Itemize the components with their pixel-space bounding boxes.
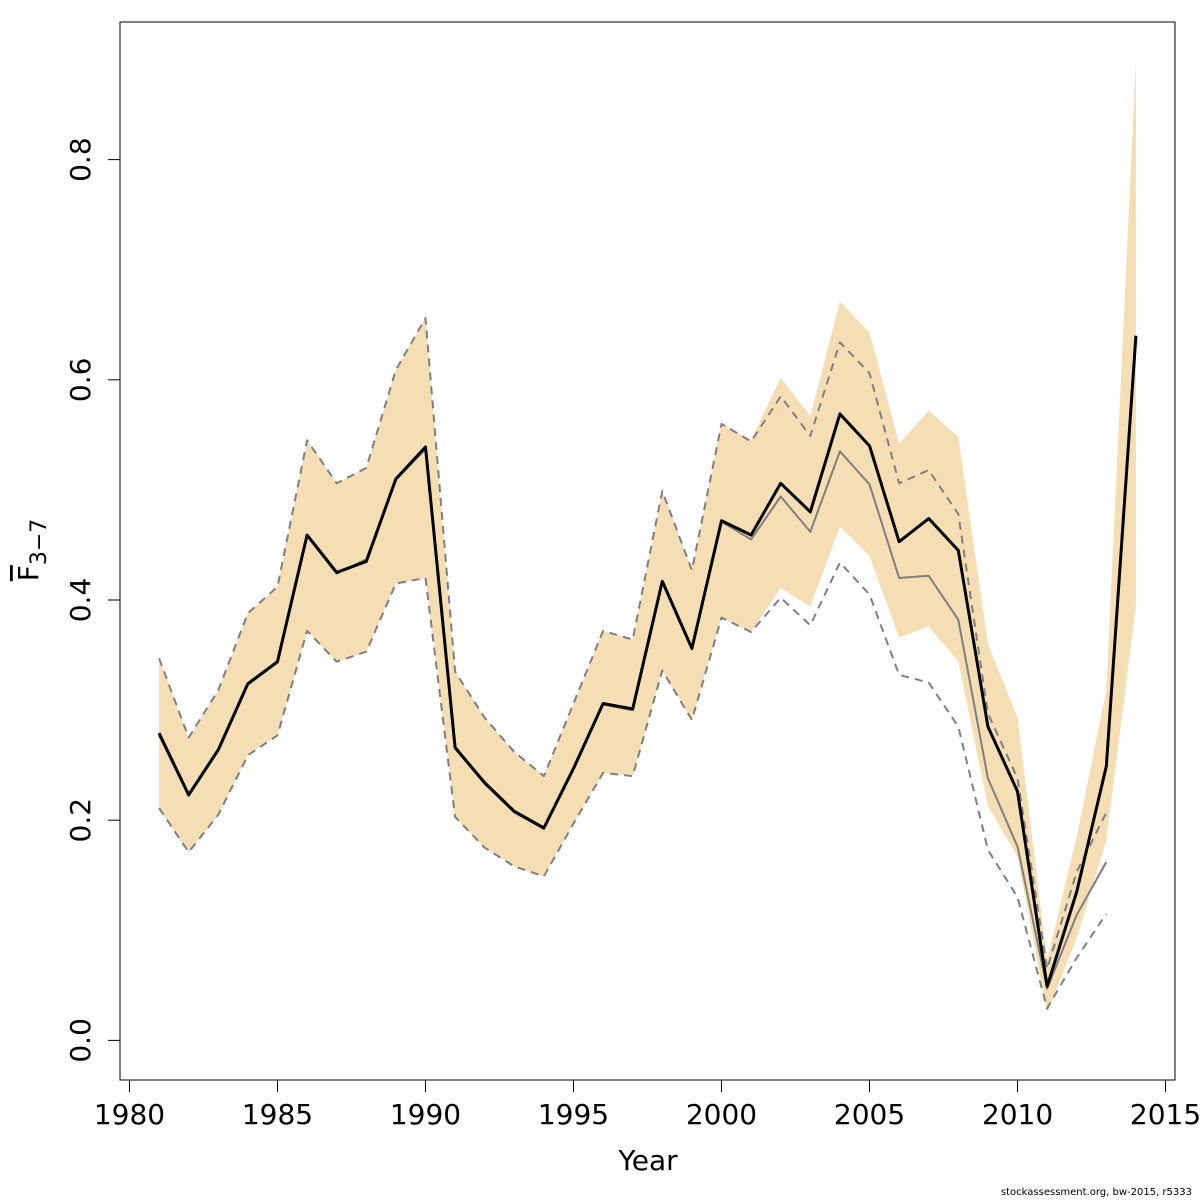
- x-tick-label: 1990: [390, 1098, 461, 1131]
- footer: stockassessment.org, bw-2015, r5333: [1001, 1187, 1192, 1198]
- dashed-line: [158, 561, 1108, 1010]
- y-axis-label-sub: 3−7: [27, 519, 52, 565]
- y-axis-label: F3−7: [12, 519, 52, 582]
- x-tick-label: 1985: [242, 1098, 313, 1131]
- y-tick-label: 0.2: [64, 798, 97, 843]
- x-tick-label: 1995: [538, 1098, 609, 1131]
- x-tick-label: 1980: [94, 1098, 165, 1131]
- x-tick-label: 2005: [834, 1098, 905, 1131]
- x-tick-label: 2015: [1130, 1098, 1200, 1131]
- y-tick-label: 0.6: [64, 358, 97, 403]
- line: [157, 335, 1138, 988]
- x-tick-label: 2000: [686, 1098, 757, 1131]
- y-tick-label: 0.0: [64, 1018, 97, 1063]
- y-axis-label-main: F: [12, 565, 45, 581]
- confidence-band: [159, 60, 1136, 1013]
- x-tick-label: 2010: [982, 1098, 1053, 1131]
- y-tick-label: 0.4: [64, 578, 97, 623]
- y-tick-label: 0.8: [64, 137, 97, 182]
- x-axis-label: Year: [617, 1144, 678, 1177]
- dashed-line: [158, 317, 1108, 970]
